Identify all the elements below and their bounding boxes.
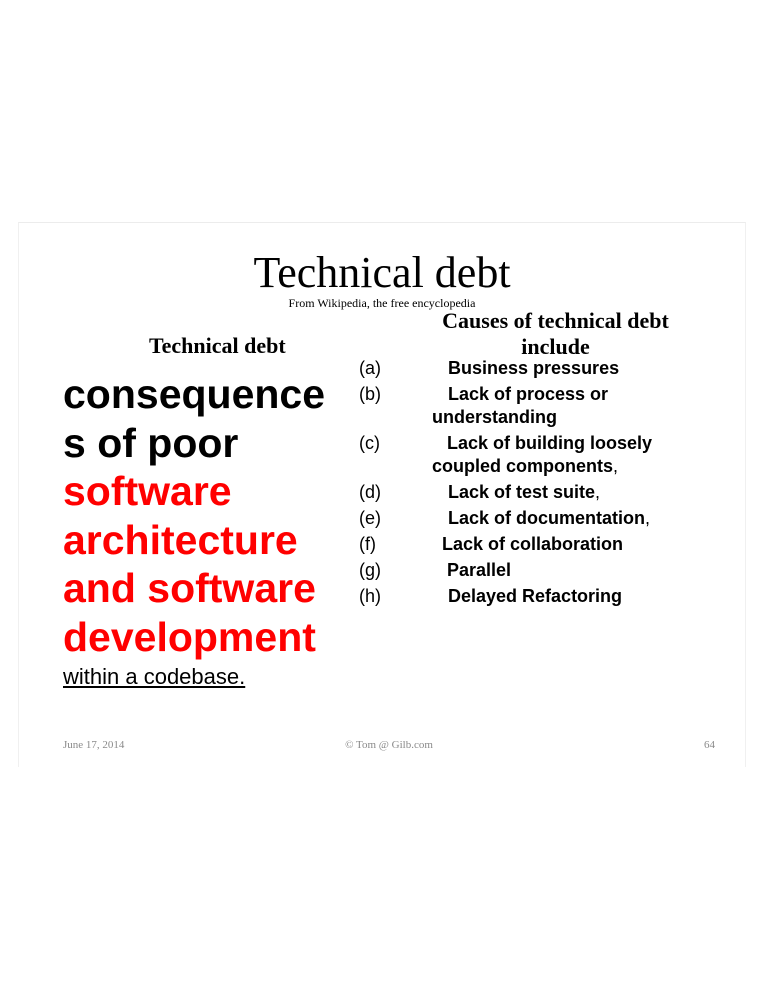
cause-item: (a) Business pressures: [359, 357, 739, 380]
definition-line-highlight: development: [63, 613, 316, 660]
cause-letter: (a): [359, 358, 381, 378]
footer-page-number: 64: [704, 739, 715, 751]
cause-letter: (g): [359, 560, 381, 580]
definition-line-highlight: architecture: [63, 516, 298, 563]
cause-item: (c) Lack of building loosely coupled com…: [359, 432, 739, 478]
cause-text: Lack of collaboration: [442, 534, 624, 554]
slide-title: Technical debt: [253, 248, 511, 297]
cause-letter: (c): [359, 433, 380, 453]
cause-letter: (f): [359, 534, 376, 554]
left-heading: Technical debt: [149, 333, 286, 358]
cause-text: Delayed Refactoring: [448, 586, 623, 606]
cause-letter: (b): [359, 384, 381, 404]
definition-line-highlight: and software: [63, 565, 316, 611]
cause-text-continued: understanding: [432, 407, 557, 427]
cause-letter: (h): [359, 586, 381, 606]
cause-item: (d) Lack of test suite,: [359, 481, 739, 504]
cause-text: Parallel: [447, 560, 512, 580]
cause-text: Lack of building loosely: [447, 433, 653, 453]
definition-line-highlight: software: [63, 468, 232, 514]
cause-suffix: ,: [595, 482, 601, 502]
cause-text: Lack of process or: [448, 384, 609, 404]
cause-item: (b) Lack of process or understanding: [359, 383, 739, 429]
cause-letter: (e): [359, 508, 381, 528]
definition-line: s of poor: [63, 419, 239, 466]
definition-text: consequence s of poor software architect…: [63, 370, 363, 661]
definition-line: consequence: [63, 371, 326, 417]
cause-letter: (d): [359, 482, 381, 502]
cause-text: Lack of test suite: [448, 482, 596, 502]
cause-suffix: ,: [613, 456, 619, 476]
cause-text: Lack of documentation: [448, 508, 646, 528]
cause-text: Business pressures: [448, 358, 620, 378]
cause-item: (f) Lack of collaboration: [359, 533, 739, 556]
footer-date: June 17, 2014: [63, 739, 125, 751]
slide: Technical debt From Wikipedia, the free …: [18, 222, 746, 767]
within-codebase-text: within a codebase.: [63, 664, 246, 689]
cause-suffix: ,: [645, 508, 651, 528]
cause-item: (g) Parallel: [359, 559, 739, 582]
footer-copyright: © Tom @ Gilb.com: [345, 739, 433, 751]
causes-heading: Causes of technical debt include: [442, 308, 669, 359]
source-caption: From Wikipedia, the free encyclopedia: [288, 296, 476, 310]
cause-item: (h) Delayed Refactoring: [359, 585, 739, 608]
cause-item: (e) Lack of documentation,: [359, 507, 739, 530]
cause-text-continued: coupled components: [432, 456, 614, 476]
